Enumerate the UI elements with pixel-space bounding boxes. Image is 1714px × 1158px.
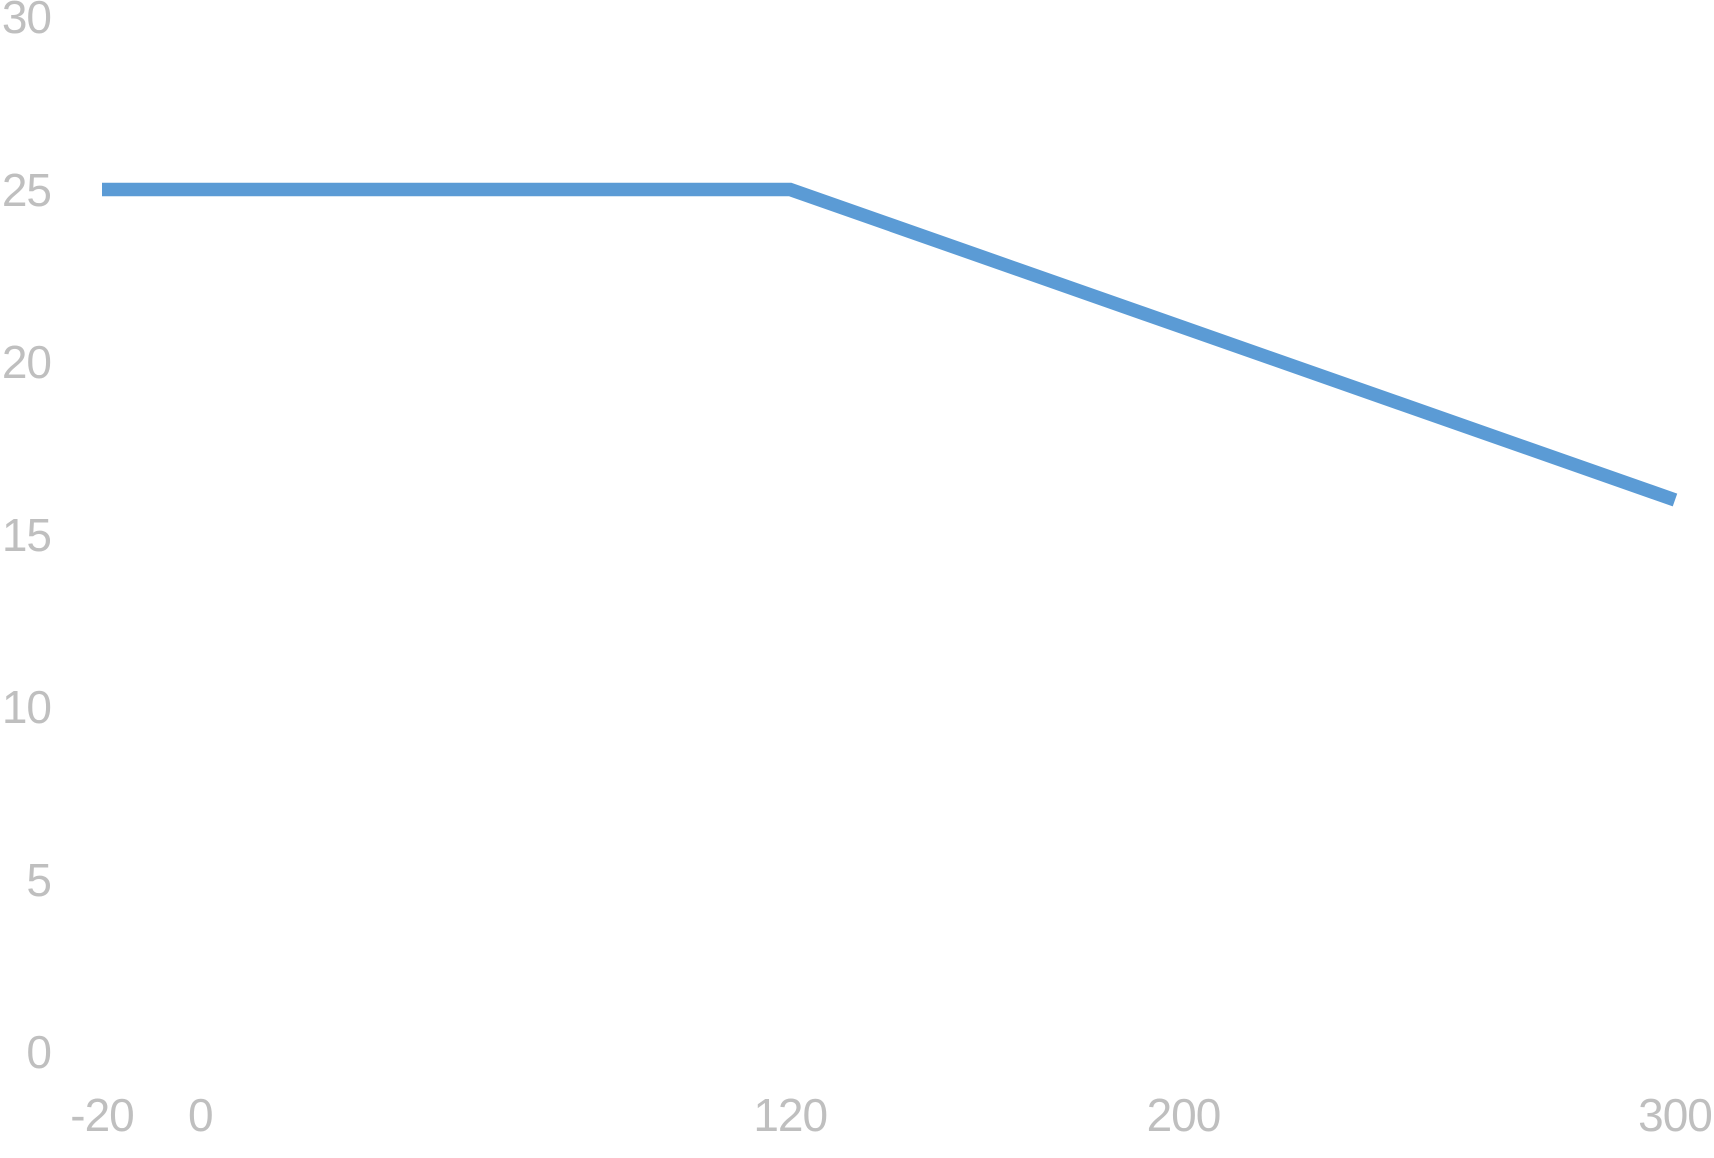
x-axis-tick-label: 120	[753, 1089, 828, 1141]
y-axis-tick-label: 5	[26, 853, 52, 906]
x-axis-tick-label: 200	[1146, 1089, 1222, 1141]
y-axis-tick-label: 30	[1, 0, 52, 43]
y-axis-tick-label: 25	[1, 163, 52, 216]
line-series	[102, 182, 1678, 507]
x-axis-tick-label: 300	[1638, 1089, 1713, 1141]
x-axis-tick-label: -20	[70, 1089, 134, 1141]
y-axis-tick-label: 15	[1, 508, 52, 561]
x-axis-tick-label: 0	[188, 1089, 214, 1141]
y-axis-tick-label: 20	[1, 336, 52, 388]
y-axis-tick-label: 10	[1, 681, 52, 733]
y-axis-tick-label: 0	[26, 1026, 52, 1078]
